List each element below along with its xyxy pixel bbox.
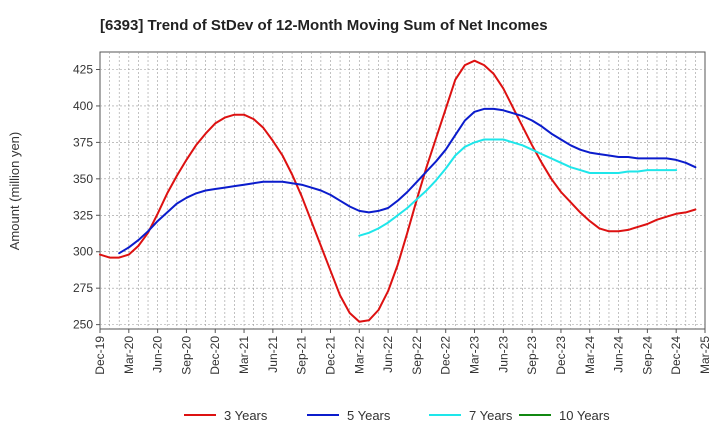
y-tick-label: 400 — [73, 99, 93, 113]
y-axis-label: Amount (million yen) — [7, 132, 22, 251]
x-tick-label: Mar-24 — [583, 336, 597, 374]
x-tick-label: Dec-20 — [208, 336, 222, 375]
grid-lines — [100, 52, 705, 329]
y-tick-label: 375 — [73, 135, 93, 149]
x-tick-label: Mar-25 — [698, 336, 712, 374]
legend-label: 3 Years — [224, 408, 268, 423]
legend-label: 7 Years — [469, 408, 513, 423]
x-tick-label: Jun-23 — [496, 336, 510, 373]
y-tick-label: 275 — [73, 281, 93, 295]
x-tick-label: Dec-22 — [439, 336, 453, 375]
series-lines — [99, 59, 697, 323]
x-tick-label: Mar-21 — [237, 336, 251, 374]
y-tick-label: 425 — [73, 62, 93, 76]
series-line-5-years — [118, 107, 697, 255]
x-tick-label: Jun-24 — [612, 336, 626, 373]
y-tick-label: 350 — [73, 172, 93, 186]
x-tick-label: Mar-23 — [468, 336, 482, 374]
x-tick-label: Dec-23 — [554, 336, 568, 375]
y-tick-label: 325 — [73, 208, 93, 222]
x-tick-label: Sep-20 — [179, 336, 193, 375]
x-tick-label: Jun-21 — [266, 336, 280, 373]
series-line-3-years — [99, 59, 697, 323]
x-tick-label: Dec-19 — [93, 336, 107, 375]
x-tick-label: Dec-24 — [669, 336, 683, 375]
legend: 3 Years 5 Years 7 Years 10 Years — [184, 408, 610, 423]
x-tick-label: Jun-20 — [151, 336, 165, 373]
x-tick-label: Sep-21 — [295, 336, 309, 375]
x-tick-label: Mar-20 — [122, 336, 136, 374]
y-axis-ticks: 250 275 300 325 350 375 400 425 — [73, 62, 100, 332]
x-axis-ticks: Dec-19 Mar-20 Jun-20 Sep-20 Dec-20 Mar-21 Jun-… — [93, 329, 712, 375]
x-tick-label: Mar-22 — [352, 336, 366, 374]
x-tick-label: Sep-23 — [525, 336, 539, 375]
y-tick-label: 300 — [73, 245, 93, 259]
x-tick-label: Sep-24 — [640, 336, 654, 375]
x-tick-label: Dec-21 — [323, 336, 337, 375]
y-tick-label: 250 — [73, 318, 93, 332]
legend-label: 10 Years — [559, 408, 610, 423]
x-tick-label: Sep-22 — [410, 336, 424, 375]
legend-label: 5 Years — [347, 408, 391, 423]
plot-area — [99, 51, 706, 330]
chart-title: [6393] Trend of StDev of 12-Month Moving… — [100, 17, 548, 34]
x-tick-label: Jun-22 — [381, 336, 395, 373]
series-line-7-years — [358, 138, 678, 237]
